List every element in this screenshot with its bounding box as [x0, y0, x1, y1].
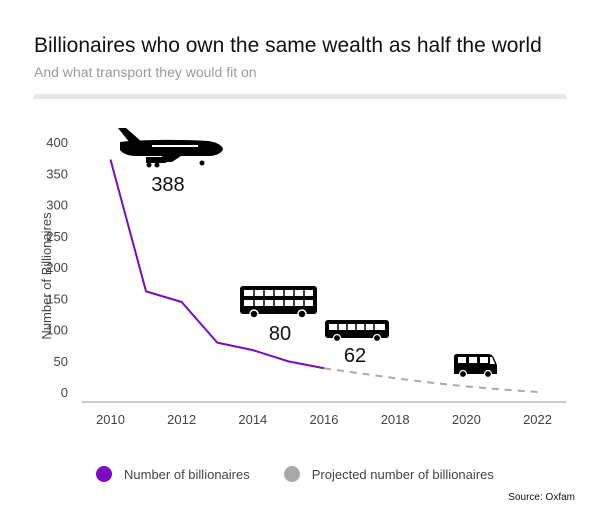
airplane-icon: [118, 128, 223, 168]
x-tick-label: 2020: [452, 412, 481, 427]
x-tick-label: 2012: [167, 412, 196, 427]
legend-label-actual: Number of billionaires: [124, 466, 250, 482]
annotation-388: 388: [151, 174, 184, 196]
annotation-62: 62: [344, 345, 366, 367]
series-line-projected: [323, 367, 538, 393]
legend-item-projected: Projected number of billionaires: [283, 466, 494, 482]
series-layer: [109, 159, 538, 393]
title-divider: [34, 94, 566, 99]
x-tick-label: 2014: [238, 412, 267, 427]
source-note: Source: Oxfam: [508, 492, 575, 503]
double-decker-bus-icon: [240, 286, 317, 319]
x-tick-labels: 2010 2012 2014 2016 2018 2020 2022: [96, 412, 552, 427]
y-tick-labels: 0 50 100 150 200 250 300 350 400: [46, 135, 68, 400]
y-tick-label: 300: [46, 198, 68, 213]
legend-label-projected: Projected number of billionaires: [311, 466, 494, 482]
y-tick-label: 400: [46, 135, 68, 150]
y-tick-label: 150: [46, 291, 68, 306]
minibus-icon: [454, 354, 497, 379]
legend-swatch-projected: [283, 466, 300, 482]
y-axis-label: Number of Billionaires: [39, 212, 54, 340]
y-tick-label: 250: [46, 229, 68, 244]
chart-title: Billionaires who own the same wealth as …: [34, 34, 542, 57]
series-line-actual: [109, 159, 325, 370]
x-tick-label: 2016: [310, 412, 339, 427]
legend-item-actual: Number of billionaires: [96, 466, 250, 482]
y-tick-label: 200: [46, 260, 68, 275]
bus-icon: [325, 320, 389, 343]
x-tick-label: 2022: [523, 412, 552, 427]
y-tick-label: 100: [46, 323, 68, 338]
y-tick-label: 350: [46, 166, 68, 181]
y-tick-label: 0: [61, 385, 68, 400]
legend-swatch-actual: [96, 466, 112, 482]
x-tick-label: 2018: [381, 412, 410, 427]
chart-legend: Number of billionaires Projected number …: [96, 466, 528, 482]
chart-subtitle: And what transport they would fit on: [34, 64, 257, 80]
annotation-80: 80: [269, 323, 291, 345]
x-tick-label: 2010: [96, 412, 125, 427]
y-tick-label: 50: [54, 354, 68, 369]
